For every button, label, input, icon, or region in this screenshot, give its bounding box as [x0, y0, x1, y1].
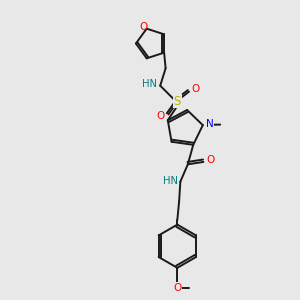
Text: O: O [173, 283, 182, 292]
Text: O: O [191, 84, 199, 94]
Text: O: O [206, 155, 214, 165]
Text: O: O [139, 22, 147, 32]
Text: HN: HN [163, 176, 178, 185]
Text: N: N [206, 119, 213, 129]
Text: HN: HN [142, 79, 157, 89]
Text: O: O [157, 111, 165, 121]
Text: S: S [174, 95, 181, 108]
